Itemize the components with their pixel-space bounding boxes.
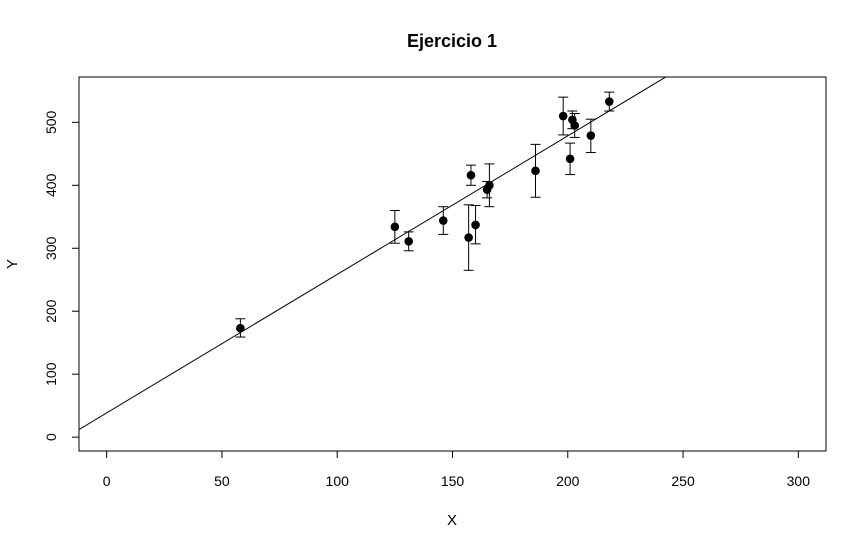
y-tick-label: 400 bbox=[43, 173, 59, 197]
y-tick-label: 500 bbox=[43, 110, 59, 134]
fit-line bbox=[79, 77, 667, 430]
x-tick-label: 150 bbox=[441, 473, 465, 489]
data-point bbox=[466, 170, 476, 180]
error-bars bbox=[235, 91, 615, 338]
x-axis-label: X bbox=[447, 512, 457, 529]
x-axis: 0 50 100 150 200 250 300 bbox=[103, 450, 811, 489]
x-tick-label: 100 bbox=[326, 473, 350, 489]
plot-frame bbox=[78, 76, 827, 452]
y-tick-label: 300 bbox=[43, 236, 59, 260]
data-point bbox=[586, 131, 596, 140]
data-point bbox=[558, 111, 568, 121]
chart-title: Ejercicio 1 bbox=[407, 31, 497, 51]
x-tick-label: 0 bbox=[103, 473, 111, 489]
x-tick-label: 50 bbox=[214, 473, 230, 489]
data-point bbox=[236, 323, 245, 333]
y-tick-label: 200 bbox=[43, 299, 59, 323]
data-point bbox=[604, 97, 614, 106]
data-point bbox=[471, 220, 480, 230]
fit-line-layer bbox=[79, 77, 667, 430]
data-point bbox=[464, 233, 473, 242]
data-point bbox=[438, 216, 448, 225]
data-point bbox=[390, 222, 400, 232]
y-tick-label: 0 bbox=[43, 433, 59, 441]
y-axis: 0 100 200 300 400 500 bbox=[43, 110, 80, 441]
x-tick-label: 300 bbox=[787, 473, 811, 489]
y-axis-label: Y bbox=[4, 259, 21, 269]
data-point bbox=[485, 180, 494, 190]
y-tick-label: 100 bbox=[43, 362, 59, 386]
data-point bbox=[565, 154, 575, 164]
data-points bbox=[236, 97, 614, 333]
data-point bbox=[570, 121, 579, 130]
x-tick-label: 250 bbox=[671, 473, 695, 489]
data-point bbox=[531, 166, 540, 176]
data-point bbox=[404, 237, 413, 246]
x-tick-label: 200 bbox=[556, 473, 580, 489]
